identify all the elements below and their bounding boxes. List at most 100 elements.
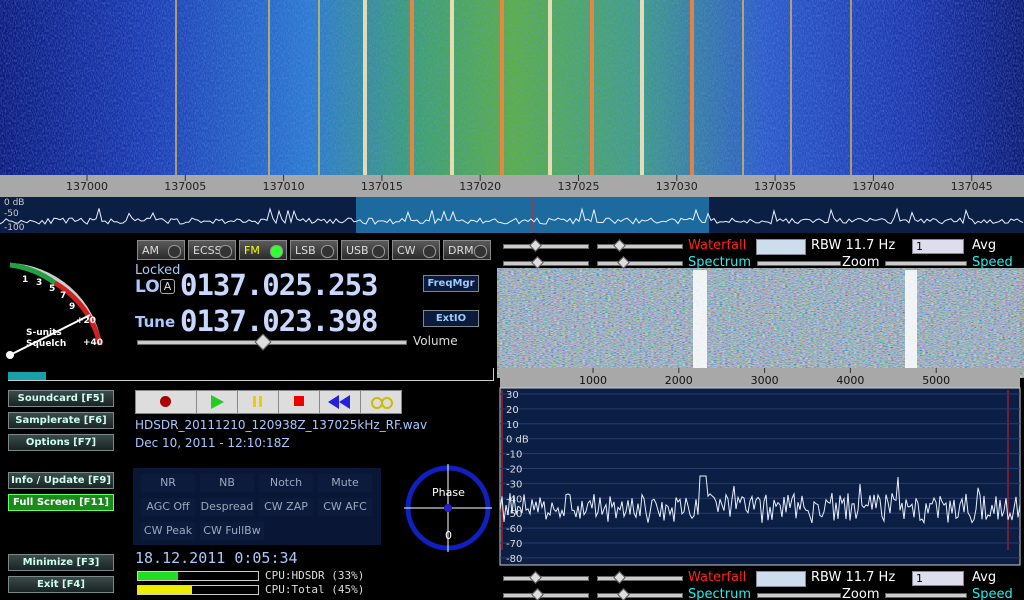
signal-stripe xyxy=(410,0,414,175)
signal-stripe xyxy=(268,0,270,175)
mode-button[interactable]: USB xyxy=(341,240,389,260)
slider[interactable] xyxy=(597,244,683,249)
record-button[interactable] xyxy=(135,390,197,414)
slider-knob[interactable] xyxy=(529,239,542,252)
stop-button[interactable] xyxy=(278,390,320,414)
speed-label: Speed xyxy=(972,587,1013,600)
side-button[interactable]: Options [F7] xyxy=(8,434,114,451)
speed-slider[interactable] xyxy=(885,261,967,266)
divider xyxy=(493,368,494,381)
af-db-label: -10 xyxy=(506,450,522,461)
clock: 18.12.2011 0:05:34 xyxy=(135,549,298,567)
smeter-scale: 7 xyxy=(60,291,67,301)
side-button[interactable]: Samplerate [F6] xyxy=(8,412,114,429)
smeter-scale: 3 xyxy=(36,278,43,288)
side-button[interactable]: Soundcard [F5] xyxy=(8,390,114,407)
dsp-button[interactable]: NB xyxy=(200,474,254,492)
main-waterfall: 137000 137005 137010 137015 137020 137025 1370… xyxy=(0,0,1024,233)
mode-button[interactable]: LSB xyxy=(290,240,338,260)
dsp-button[interactable]: AGC Off xyxy=(141,498,195,516)
slider[interactable] xyxy=(503,593,589,598)
slider[interactable] xyxy=(597,593,683,598)
af-db-label: 30 xyxy=(506,390,519,401)
volume-slider[interactable] xyxy=(137,340,407,345)
mode-button[interactable]: ECSS xyxy=(188,240,236,260)
slider-knob[interactable] xyxy=(531,256,544,269)
dsp-button[interactable]: Mute xyxy=(318,474,372,492)
slider-knob[interactable] xyxy=(531,588,544,600)
signal-stripe xyxy=(318,0,320,175)
dsp-button[interactable]: CW Peak xyxy=(141,522,195,540)
signal-stripe xyxy=(548,0,552,175)
mode-led xyxy=(423,245,436,258)
lo-frequency[interactable]: 0137.025.253 xyxy=(180,268,379,302)
dsp-button[interactable]: CW FullBw xyxy=(200,522,264,540)
slider[interactable] xyxy=(503,576,589,581)
slider-knob[interactable] xyxy=(617,588,630,600)
af-db-label: -30 xyxy=(506,479,522,490)
tune-frequency[interactable]: 0137.023.398 xyxy=(180,304,379,338)
db-label: -100 xyxy=(4,223,25,233)
side-button[interactable]: Exit [F4] xyxy=(8,576,114,593)
axis-label: 137015 xyxy=(361,180,403,193)
rbw-label: RBW 11.7 Hz xyxy=(811,238,896,253)
zoom-label: Zoom xyxy=(842,587,880,600)
play-button[interactable] xyxy=(196,390,238,414)
freqmgr-button[interactable]: FreqMgr xyxy=(423,275,479,292)
slider-knob[interactable] xyxy=(529,571,542,584)
rbw-arrows[interactable] xyxy=(756,239,806,255)
zoom-slider[interactable] xyxy=(757,261,841,266)
avg-combo[interactable]: 1 xyxy=(912,239,964,254)
slider[interactable] xyxy=(503,261,589,266)
dsp-button[interactable]: CW ZAP xyxy=(259,498,313,516)
phase-scope xyxy=(404,464,492,552)
slider[interactable] xyxy=(597,261,683,266)
mode-button[interactable]: FM xyxy=(239,240,287,260)
speed-label: Speed xyxy=(972,255,1013,270)
slider-knob[interactable] xyxy=(613,239,626,252)
rbw-arrows[interactable] xyxy=(756,571,806,587)
slider-knob[interactable] xyxy=(613,571,626,584)
smeter-scale: +20 xyxy=(76,316,97,326)
cpu-hdsdr-bar xyxy=(137,571,259,581)
axis-label: 137035 xyxy=(754,180,796,193)
smeter-scale: 5 xyxy=(49,284,56,294)
mode-button[interactable]: AM xyxy=(137,240,185,260)
cpu-total-bar xyxy=(137,585,259,595)
transport xyxy=(135,390,402,414)
rewind-button[interactable] xyxy=(319,390,361,414)
af-db-label: 0 dB xyxy=(506,435,529,446)
dsp-button[interactable]: Despread xyxy=(200,498,254,516)
loop-button[interactable] xyxy=(360,390,402,414)
slider[interactable] xyxy=(597,576,683,581)
smeter-scale: +40 xyxy=(83,338,104,348)
mode-button[interactable]: DRM xyxy=(443,240,491,260)
dsp-button[interactable]: CW AFC xyxy=(318,498,372,516)
s-meter xyxy=(6,262,103,359)
rbw-label: RBW 11.7 Hz xyxy=(811,570,896,585)
side-button[interactable]: Info / Update [F9] xyxy=(8,472,114,489)
mode-led xyxy=(168,245,181,258)
avg-combo[interactable]: 1 xyxy=(912,571,964,586)
mode-led xyxy=(372,245,385,258)
slider[interactable] xyxy=(503,244,589,249)
speed-slider[interactable] xyxy=(885,593,967,598)
dsp-button[interactable]: NR xyxy=(141,474,195,492)
slider-knob[interactable] xyxy=(617,256,630,269)
zoom-slider[interactable] xyxy=(757,593,841,598)
tune-label: Tune xyxy=(135,313,176,331)
signal-stripe xyxy=(363,0,367,175)
phase-label: Phase xyxy=(432,486,465,499)
signal-stripe xyxy=(742,0,744,175)
waterfall-label: Waterfall xyxy=(688,238,747,253)
dsp-button[interactable]: Notch xyxy=(259,474,313,492)
lo-badge[interactable]: A xyxy=(160,279,175,294)
side-button[interactable]: Minimize [F3] xyxy=(8,554,114,571)
volume-label: Volume xyxy=(413,334,458,348)
side-button[interactable]: Full Screen [F11] xyxy=(8,494,114,511)
mode-button[interactable]: CW xyxy=(392,240,440,260)
extio-button[interactable]: ExtIO xyxy=(423,310,479,327)
af-db-label: 20 xyxy=(506,405,519,416)
pause-button[interactable] xyxy=(237,390,279,414)
